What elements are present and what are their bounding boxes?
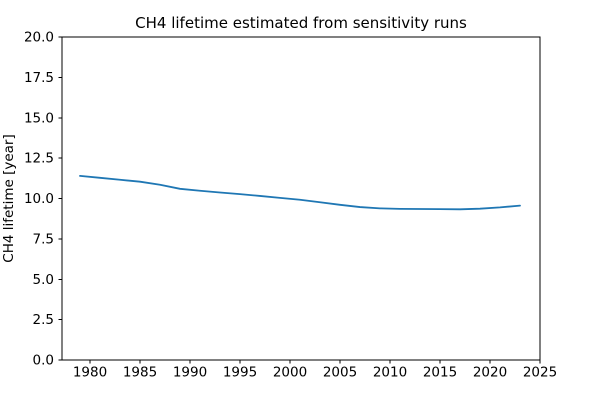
y-axis-ticks: 0.0 2.5 5.0 7.5 10.0 12.5 15.0 17.5 20.0 bbox=[24, 30, 62, 369]
x-tick-label: 2020 bbox=[473, 365, 507, 381]
y-tick-label: 17.5 bbox=[24, 70, 54, 86]
x-tick-label: 1985 bbox=[123, 365, 157, 381]
x-axis-ticks: 1980 1985 1990 1995 2000 2005 2010 2015 2020 2025 bbox=[73, 360, 557, 381]
y-tick-label: 10.0 bbox=[24, 191, 54, 207]
chart-title: CH4 lifetime estimated from sensitivity … bbox=[135, 14, 467, 32]
x-tick-label: 2005 bbox=[323, 365, 357, 381]
x-tick-label: 1995 bbox=[223, 365, 257, 381]
y-tick-label: 20.0 bbox=[24, 30, 54, 46]
y-tick-label: 2.5 bbox=[33, 312, 54, 328]
y-tick-label: 7.5 bbox=[33, 231, 54, 247]
x-tick-label: 2015 bbox=[423, 365, 457, 381]
y-tick-label: 15.0 bbox=[24, 110, 54, 126]
y-tick-label: 0.0 bbox=[33, 353, 54, 369]
y-tick-label: 12.5 bbox=[24, 151, 54, 167]
x-tick-label: 2010 bbox=[373, 365, 407, 381]
y-axis-label: CH4 lifetime [year] bbox=[1, 134, 17, 262]
plot-border bbox=[61, 36, 541, 361]
x-tick-label: 2000 bbox=[273, 365, 307, 381]
x-tick-label: 2025 bbox=[523, 365, 557, 381]
ch4-lifetime-line bbox=[79, 174, 521, 211]
x-tick-label: 1980 bbox=[73, 365, 107, 381]
y-tick-label: 5.0 bbox=[33, 272, 54, 288]
x-tick-label: 1990 bbox=[173, 365, 207, 381]
